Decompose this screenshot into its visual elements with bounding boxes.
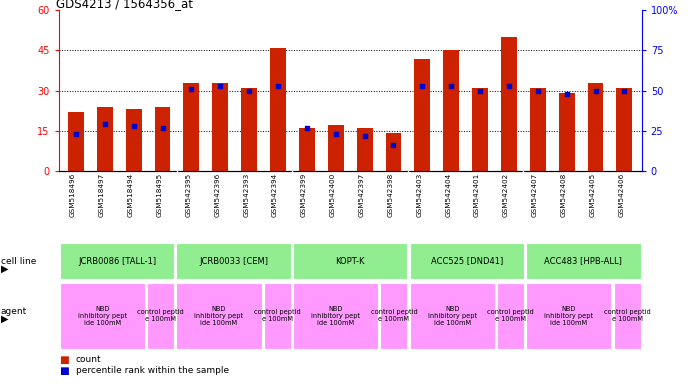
Text: NBD
inhibitory pept
ide 100mM: NBD inhibitory pept ide 100mM <box>311 306 360 326</box>
Text: GSM542406: GSM542406 <box>618 172 624 217</box>
Point <box>561 91 572 97</box>
Point <box>446 83 457 89</box>
Bar <box>443 50 459 171</box>
Text: NBD
inhibitory pept
ide 100mM: NBD inhibitory pept ide 100mM <box>78 306 127 326</box>
Bar <box>415 58 431 171</box>
Text: control peptid
e 100mM: control peptid e 100mM <box>487 310 534 322</box>
Text: GSM542404: GSM542404 <box>445 172 451 217</box>
Bar <box>588 83 604 171</box>
Point <box>215 83 226 89</box>
Bar <box>497 283 524 349</box>
Text: GSM518497: GSM518497 <box>99 172 105 217</box>
Text: count: count <box>76 355 101 364</box>
Text: percentile rank within the sample: percentile rank within the sample <box>76 366 229 375</box>
Bar <box>380 283 407 349</box>
Text: GDS4213 / 1564356_at: GDS4213 / 1564356_at <box>56 0 193 10</box>
Bar <box>526 283 611 349</box>
Text: GSM518494: GSM518494 <box>128 172 134 217</box>
Text: GSM542402: GSM542402 <box>503 172 509 217</box>
Bar <box>155 107 170 171</box>
Bar <box>530 88 546 171</box>
Point <box>331 131 342 137</box>
Point <box>590 88 601 94</box>
Text: agent: agent <box>1 306 27 316</box>
Bar <box>147 283 174 349</box>
Bar <box>293 283 378 349</box>
Text: ▶: ▶ <box>1 264 8 274</box>
Bar <box>177 243 290 279</box>
Bar <box>328 126 344 171</box>
Point <box>619 88 630 94</box>
Text: JCRB0033 [CEM]: JCRB0033 [CEM] <box>199 257 268 266</box>
Bar <box>177 283 262 349</box>
Bar <box>616 88 632 171</box>
Text: control peptid
e 100mM: control peptid e 100mM <box>604 310 651 322</box>
Bar <box>613 283 640 349</box>
Bar <box>60 283 145 349</box>
Point <box>417 83 428 89</box>
Point <box>244 88 255 94</box>
Text: ▶: ▶ <box>1 314 8 324</box>
Point <box>128 123 139 129</box>
Point <box>186 86 197 92</box>
Text: GSM542400: GSM542400 <box>330 172 336 217</box>
Text: GSM542398: GSM542398 <box>388 172 393 217</box>
Bar <box>241 88 257 171</box>
Bar <box>60 243 174 279</box>
Text: GSM542401: GSM542401 <box>474 172 480 217</box>
Text: GSM542403: GSM542403 <box>416 172 422 217</box>
Text: ■: ■ <box>59 366 68 376</box>
Point <box>359 132 370 139</box>
Text: KOPT-K: KOPT-K <box>335 257 365 266</box>
Text: control peptid
e 100mM: control peptid e 100mM <box>254 310 301 322</box>
Text: GSM542393: GSM542393 <box>243 172 249 217</box>
Text: ■: ■ <box>59 355 68 365</box>
Bar <box>410 243 524 279</box>
Bar <box>97 107 112 171</box>
Bar <box>386 133 402 171</box>
Text: GSM542407: GSM542407 <box>532 172 538 217</box>
Point <box>388 142 399 148</box>
Text: ACC525 [DND41]: ACC525 [DND41] <box>431 257 503 266</box>
Text: control peptid
e 100mM: control peptid e 100mM <box>371 310 417 322</box>
Point <box>532 88 543 94</box>
Point <box>157 124 168 131</box>
Text: control peptid
e 100mM: control peptid e 100mM <box>137 310 184 322</box>
Point <box>99 121 110 127</box>
Text: NBD
inhibitory pept
ide 100mM: NBD inhibitory pept ide 100mM <box>195 306 244 326</box>
Bar <box>270 48 286 171</box>
Bar <box>68 112 84 171</box>
Text: GSM542408: GSM542408 <box>561 172 566 217</box>
Text: GSM542396: GSM542396 <box>215 172 220 217</box>
Bar <box>357 128 373 171</box>
Text: GSM518495: GSM518495 <box>157 172 163 217</box>
Text: NBD
inhibitory pept
ide 100mM: NBD inhibitory pept ide 100mM <box>544 306 593 326</box>
Bar <box>526 243 640 279</box>
Text: GSM542397: GSM542397 <box>359 172 364 217</box>
Bar <box>559 93 575 171</box>
Text: NBD
inhibitory pept
ide 100mM: NBD inhibitory pept ide 100mM <box>428 306 477 326</box>
Point <box>504 83 515 89</box>
Point <box>302 124 313 131</box>
Text: GSM542399: GSM542399 <box>301 172 307 217</box>
Bar <box>184 83 199 171</box>
Text: cell line: cell line <box>1 257 36 266</box>
Bar <box>410 283 495 349</box>
Text: GSM542405: GSM542405 <box>589 172 595 217</box>
Bar <box>264 283 290 349</box>
Bar <box>501 37 517 171</box>
Text: GSM542394: GSM542394 <box>272 172 278 217</box>
Bar <box>299 128 315 171</box>
Text: JCRB0086 [TALL-1]: JCRB0086 [TALL-1] <box>78 257 156 266</box>
Bar <box>472 88 488 171</box>
Bar <box>293 243 407 279</box>
Text: GSM542395: GSM542395 <box>186 172 191 217</box>
Bar <box>213 83 228 171</box>
Point <box>475 88 486 94</box>
Text: ACC483 [HPB-ALL]: ACC483 [HPB-ALL] <box>544 257 622 266</box>
Point <box>273 83 284 89</box>
Point <box>70 131 81 137</box>
Text: GSM518496: GSM518496 <box>70 172 76 217</box>
Bar <box>126 109 141 171</box>
